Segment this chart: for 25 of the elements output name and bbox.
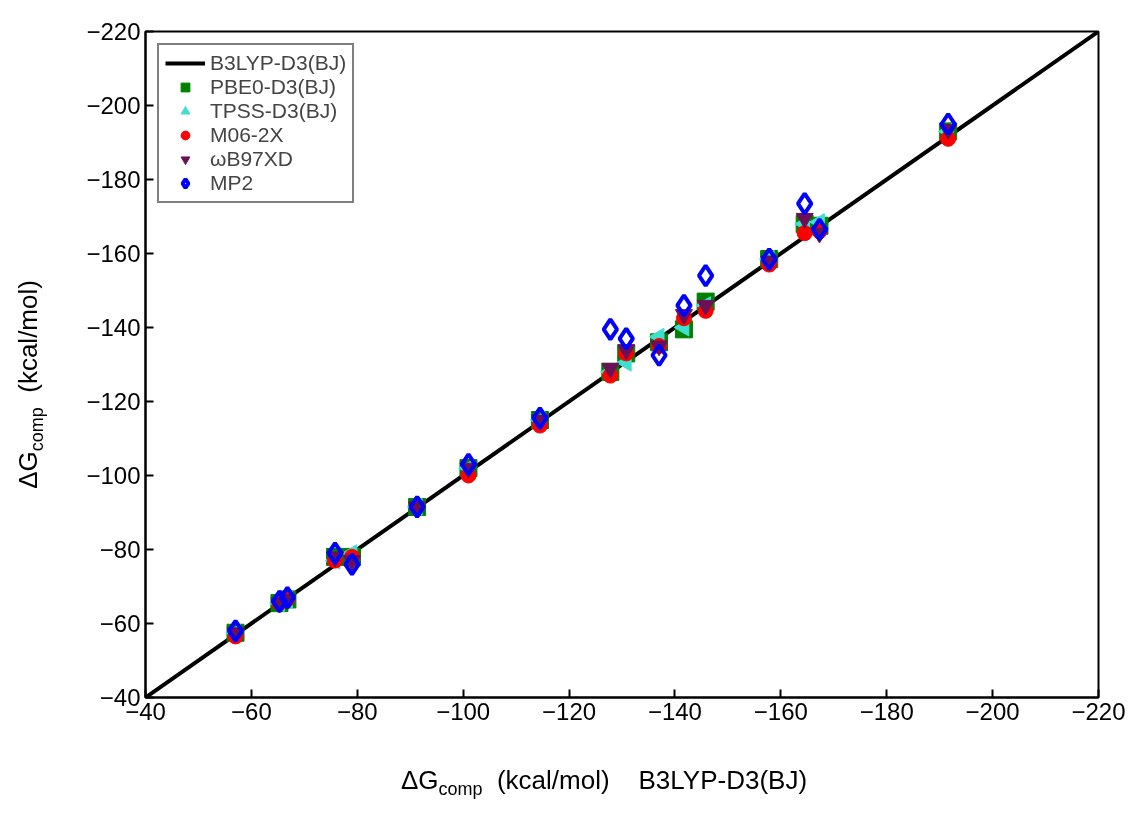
x-tick-label: −200 — [965, 697, 1020, 725]
y-tick-label: −60 — [99, 610, 141, 637]
x-tick-label: −80 — [336, 697, 378, 725]
x-tick-label: −220 — [1071, 697, 1126, 725]
x-tick-label: −140 — [647, 697, 702, 725]
x-tick-label: −180 — [859, 697, 914, 725]
x-tick-label: −60 — [231, 697, 272, 725]
y-tick-label: −120 — [86, 388, 141, 415]
y-tick-label: −140 — [86, 314, 141, 341]
legend-label: ωB97XD — [210, 147, 293, 171]
legend-label: B3LYP-D3(BJ) — [210, 51, 347, 75]
y-tick-label: −160 — [86, 240, 141, 267]
y-tick-label: −180 — [86, 166, 141, 193]
x-tick-label: −100 — [436, 697, 491, 725]
y-tick-label: −80 — [99, 536, 141, 563]
y-tick-label: −220 — [86, 18, 141, 45]
y-tick-label: −200 — [86, 92, 141, 119]
x-tick-label: −160 — [753, 697, 808, 725]
legend-label: M06-2X — [210, 123, 284, 147]
legend-label: PBE0-D3(BJ) — [210, 75, 337, 99]
legend-label: TPSS-D3(BJ) — [210, 99, 338, 123]
legend-label: MP2 — [210, 171, 254, 195]
x-axis-title: ΔG$_{comp}$ (kcal/mol) B3LYP-D3(BJ) — [399, 764, 809, 802]
x-tick-label: −120 — [542, 697, 597, 725]
y-tick-label: −100 — [86, 462, 141, 489]
